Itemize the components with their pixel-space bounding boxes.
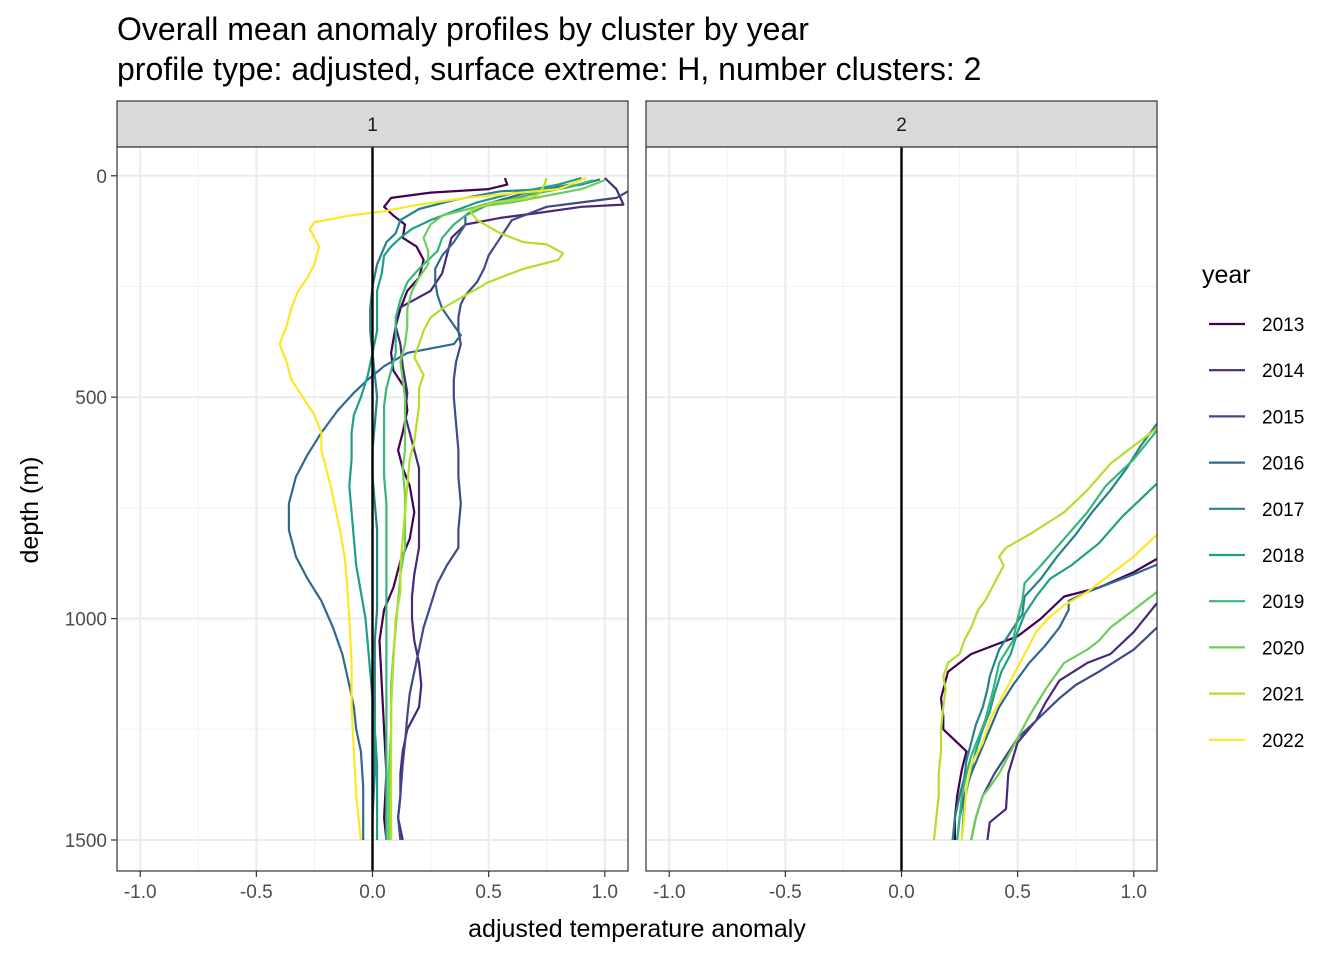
panels: 1 -1.0 -0.5 0.0 0.5 1.0 0 500 1000 1500 2 -1.0 -0.5 0… — [65, 100, 1158, 903]
y-tick-label: 500 — [75, 388, 107, 409]
legend-label: 2016 — [1262, 454, 1304, 475]
series-line-2019 — [383, 179, 594, 840]
series-lines — [932, 423, 1157, 841]
legend-title: year — [1202, 261, 1251, 289]
series-line-2017 — [369, 178, 601, 840]
legend-item-2013: 2013 — [1209, 315, 1304, 336]
legend-label: 2019 — [1262, 592, 1304, 613]
chart-title: Overall mean anomaly profiles by cluster… — [117, 11, 809, 47]
x-tick-label: 0.5 — [475, 882, 501, 903]
legend-item-2014: 2014 — [1209, 361, 1305, 382]
x-tick-label: 0.0 — [359, 882, 385, 903]
series-line-2019 — [956, 429, 1157, 841]
legend: year 2013 2014 2015 2016 2017 2018 2019 2020 202… — [1202, 261, 1305, 752]
series-line-2014 — [394, 177, 625, 841]
legend-label: 2020 — [1262, 638, 1304, 659]
facet-strip-label: 2 — [896, 115, 907, 136]
series-line-2020 — [970, 591, 1157, 841]
facet-strip-label: 1 — [367, 115, 378, 136]
series-line-2021 — [932, 427, 1157, 841]
legend-item-2020: 2020 — [1209, 638, 1304, 659]
legend-label: 2017 — [1262, 500, 1304, 521]
y-axis-title: depth (m) — [16, 457, 44, 564]
x-tick-label: -1.0 — [653, 882, 686, 903]
legend-items: 2013 2014 2015 2016 2017 2018 2019 2020 2021 2022 — [1209, 315, 1305, 752]
x-tick-label: 1.0 — [1121, 882, 1147, 903]
series-line-2018 — [348, 176, 582, 840]
legend-item-2017: 2017 — [1209, 500, 1304, 521]
legend-label: 2021 — [1262, 685, 1304, 706]
x-tick-label: -0.5 — [769, 882, 802, 903]
series-line-2022 — [960, 533, 1157, 841]
series-line-2016 — [287, 183, 571, 840]
y-tick-label: 1000 — [65, 610, 107, 631]
chart-subtitle: profile type: adjusted, surface extreme:… — [117, 51, 981, 87]
y-tick-label: 1500 — [65, 831, 107, 852]
x-tick-label: 0.5 — [1004, 882, 1030, 903]
facet-strip — [116, 100, 629, 148]
series-line-2021 — [390, 177, 565, 840]
legend-label: 2015 — [1262, 407, 1304, 428]
panel-1: 1 -1.0 -0.5 0.0 0.5 1.0 0 500 1000 1500 — [65, 100, 629, 903]
x-tick-label: -0.5 — [240, 882, 273, 903]
y-tick-label: 0 — [96, 167, 107, 188]
x-tick-label: 0.0 — [888, 882, 914, 903]
x-tick-label: -1.0 — [124, 882, 157, 903]
legend-item-2019: 2019 — [1209, 592, 1304, 613]
panel-2: 2 -1.0 -0.5 0.0 0.5 1.0 — [645, 100, 1158, 903]
legend-label: 2014 — [1262, 361, 1305, 382]
legend-label: 2013 — [1262, 315, 1304, 336]
series-lines — [278, 176, 628, 841]
legend-item-2016: 2016 — [1209, 454, 1304, 475]
legend-label: 2022 — [1262, 731, 1304, 752]
facet-strip — [645, 100, 1158, 148]
legend-item-2015: 2015 — [1209, 407, 1304, 428]
legend-item-2021: 2021 — [1209, 685, 1304, 706]
x-tick-label: 1.0 — [592, 882, 618, 903]
x-axis-title: adjusted temperature anomaly — [468, 915, 806, 943]
series-line-2022 — [278, 176, 587, 841]
series-line-2014 — [986, 602, 1157, 841]
series-line-2017 — [951, 423, 1157, 841]
legend-item-2022: 2022 — [1209, 731, 1304, 752]
legend-item-2018: 2018 — [1209, 546, 1304, 567]
series-line-2015 — [397, 190, 628, 841]
legend-label: 2018 — [1262, 546, 1304, 567]
